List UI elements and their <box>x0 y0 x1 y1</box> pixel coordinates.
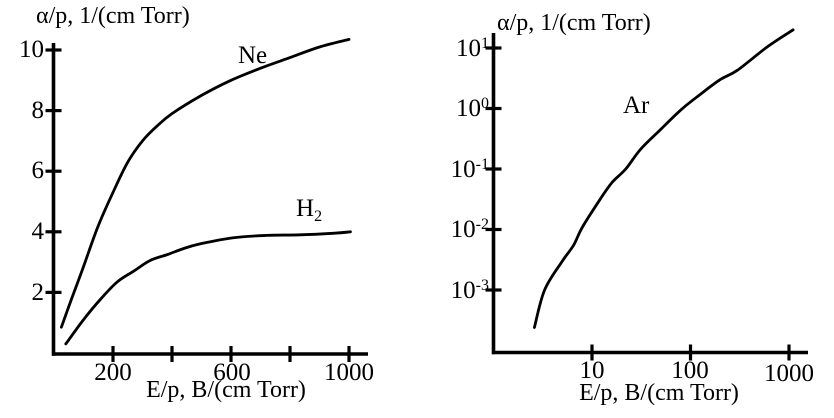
tick-exponent: -3 <box>475 277 489 294</box>
right-x-axis-title: E/p, B/(cm Torr) <box>579 380 739 406</box>
right-x-tick-label-1000: 1000 <box>764 360 814 387</box>
tick-base: 10 <box>456 95 481 122</box>
tick-base: 10 <box>450 216 476 243</box>
left-y-tick-label-4: 4 <box>31 218 45 245</box>
tick-base: 10 <box>450 156 476 183</box>
left-y-tick-label-2: 2 <box>31 279 45 306</box>
right-y-axis-title: α/p, 1/(cm Torr) <box>497 10 651 36</box>
tick-exponent: 0 <box>481 95 489 112</box>
curve-label-ne: Ne <box>238 42 268 69</box>
curve-Ar <box>533 28 795 329</box>
tick-base: 10 <box>450 277 476 304</box>
right-x-tick-label-10: 10 <box>579 357 605 384</box>
tick-exponent: -2 <box>475 216 489 233</box>
left-y-tick-label-8: 8 <box>31 97 45 124</box>
curve-H2 <box>64 230 352 346</box>
left-y-tick-label-6: 6 <box>31 157 45 184</box>
tick-base: 10 <box>456 35 481 62</box>
curve-label-h2: H2 <box>296 195 323 225</box>
right-x-tick-label-100: 100 <box>671 357 709 384</box>
right-y-tick-label-1e1: 101 <box>440 35 489 64</box>
right-y-tick-label-1e-2: 10-2 <box>440 216 489 245</box>
left-x-axis-title: E/p, B/(cm Torr) <box>146 377 306 403</box>
tick-exponent: -1 <box>475 156 489 173</box>
curve-Ne <box>60 38 351 329</box>
curve-label-h2-symbol: H <box>296 195 315 222</box>
left-y-tick-label-10: 10 <box>19 36 44 63</box>
left-x-tick-label-600: 600 <box>213 359 251 386</box>
left-y-axis-title: α/p, 1/(cm Torr) <box>36 3 190 29</box>
left-x-tick-label-200: 200 <box>94 359 132 386</box>
curve-label-h2-subscript: 2 <box>314 208 323 225</box>
right-y-tick-label-1e-1: 10-1 <box>440 156 489 185</box>
tick-exponent: 1 <box>481 35 489 52</box>
left-x-tick-label-1000: 1000 <box>324 359 374 386</box>
right-y-tick-label-1e0: 100 <box>440 95 489 124</box>
right-y-tick-label-1e-3: 10-3 <box>440 277 489 306</box>
curve-label-ar: Ar <box>623 92 650 119</box>
